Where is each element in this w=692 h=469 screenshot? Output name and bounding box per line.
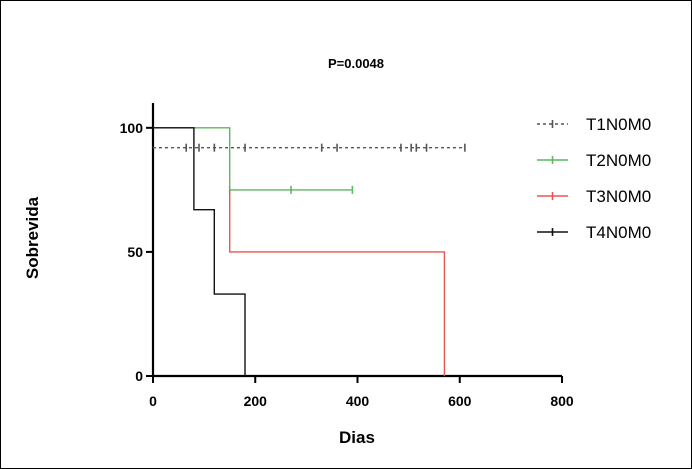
x-tick-label: 800 bbox=[550, 393, 574, 409]
x-tick-label: 400 bbox=[346, 393, 370, 409]
chart-title: P=0.0048 bbox=[328, 56, 384, 71]
x-tick-label: 200 bbox=[244, 393, 268, 409]
x-axis-label: Dias bbox=[339, 428, 375, 447]
y-tick-label: 0 bbox=[135, 368, 143, 384]
y-tick-label: 100 bbox=[120, 120, 144, 136]
legend-label-t4n0m0: T4N0M0 bbox=[586, 223, 651, 242]
x-tick-label: 0 bbox=[149, 393, 157, 409]
x-tick-label: 600 bbox=[448, 393, 472, 409]
series-line-t3n0m0 bbox=[228, 189, 446, 376]
legend-label-t1n0m0: T1N0M0 bbox=[586, 115, 651, 134]
legend-label-t3n0m0: T3N0M0 bbox=[586, 187, 651, 206]
series-line-t4n0m0 bbox=[153, 127, 246, 376]
axes: 0 200 400 600 800 0 50 100 bbox=[120, 103, 574, 409]
series-line-t2n0m0 bbox=[153, 127, 353, 191]
y-tick-label: 50 bbox=[127, 244, 143, 260]
y-axis-label: Sobrevida bbox=[23, 196, 42, 279]
plot-area bbox=[153, 127, 466, 376]
legend-label-t2n0m0: T2N0M0 bbox=[586, 151, 651, 170]
legend: T1N0M0 T2N0M0 T3N0M0 T4N0M0 bbox=[537, 115, 651, 242]
